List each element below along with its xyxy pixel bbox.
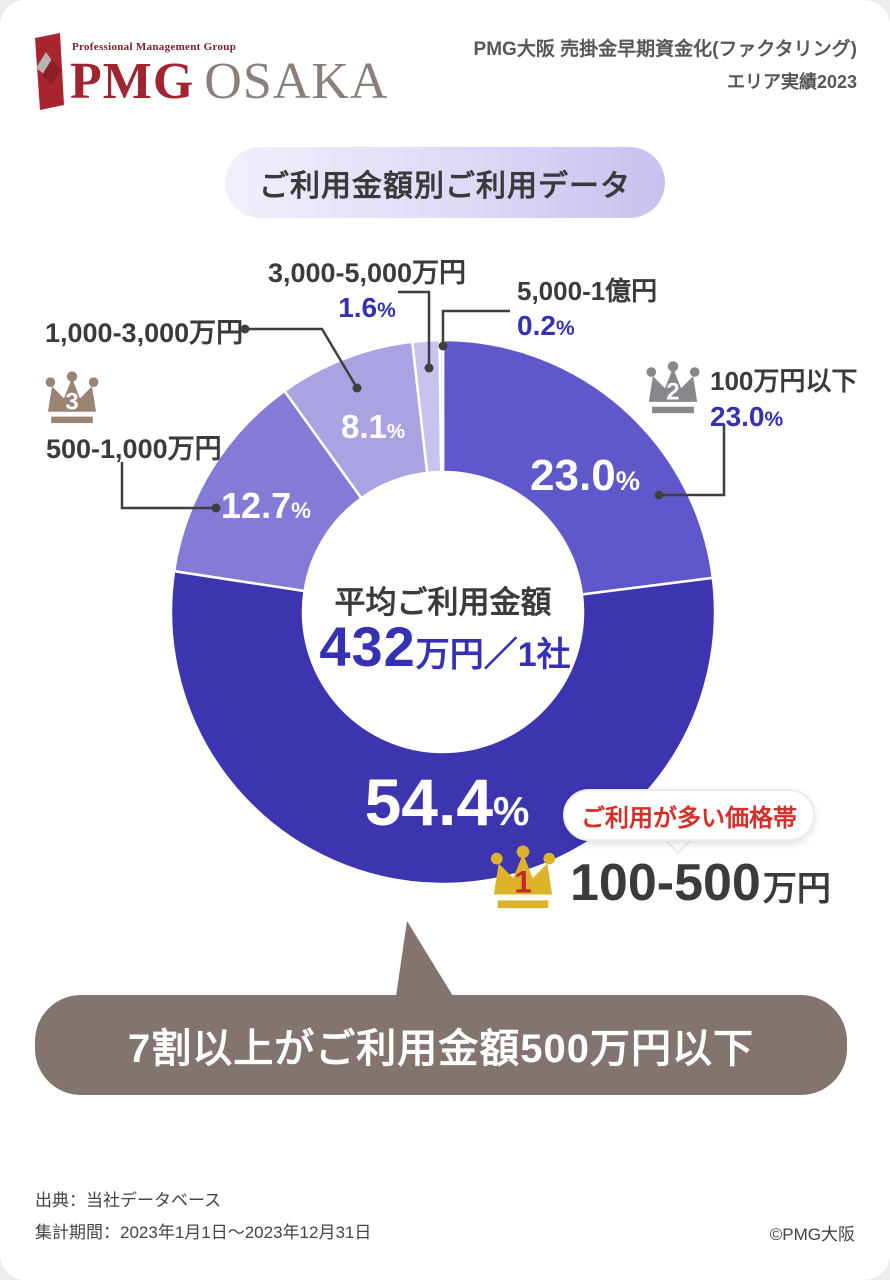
pie-label-23: 23.0% xyxy=(530,451,640,501)
header-title-line1: PMG大阪 売掛金早期資金化(ファクタリング) xyxy=(473,39,857,60)
header-title: PMG大阪 売掛金早期資金化(ファクタリング) エリア実績2023 xyxy=(474,34,857,94)
callout-100man-label: 100万円以下 xyxy=(710,366,858,396)
callout-1000-3000-label: 1,000-3,000万円 xyxy=(45,318,244,348)
percent-value: 0.2 xyxy=(517,310,556,341)
rank1-amount-value: 100-500 xyxy=(570,854,761,912)
percent-sign: % xyxy=(377,299,396,322)
logo-wordmark: PMG OSAKA xyxy=(70,52,388,111)
section-title-pill: ご利用金額別ご利用データ xyxy=(225,147,665,218)
donut-center-caption: 平均ご利用金額 xyxy=(334,585,552,620)
callout-5000-1oku: 5,000-1億円 0.2% xyxy=(517,271,657,342)
callout-3000-5000-label: 3,000-5,000万円 xyxy=(267,258,467,288)
crown-rank3-number: 3 xyxy=(65,388,78,415)
percent-sign: % xyxy=(764,408,784,431)
rank1-amount-unit: 万円 xyxy=(762,870,831,908)
callout-3000-5000-percent: 1.6% xyxy=(268,292,466,324)
summary-banner: 7割以上がご利用金額500万円以下 xyxy=(35,995,847,1095)
percent-sign: % xyxy=(555,317,575,340)
callout-500-1000-label: 500-1,000万円 xyxy=(46,434,222,464)
crown-rank3-icon: 3 xyxy=(45,371,99,423)
pie-label-12-7: 12.7% xyxy=(221,485,311,527)
callout-5000-1oku-label: 5,000-1億円 xyxy=(517,276,658,306)
average-amount-unit: 万円／1社 xyxy=(415,636,571,674)
donut-center-value: 432 万円／1社 xyxy=(319,614,570,679)
rank1-amount: 100-500 万円 xyxy=(570,853,831,913)
header-title-line2: エリア実績2023 xyxy=(726,72,857,92)
banner-tail xyxy=(396,921,453,996)
crown-rank2-icon: 2 xyxy=(646,361,700,414)
callout-3000-5000: 3,000-5,000万円 1.6% xyxy=(268,251,466,324)
percent-value: 23.0 xyxy=(530,451,616,500)
pmg-logo-mark-icon xyxy=(35,33,64,110)
footer-source: 出典：当社データベース xyxy=(35,1191,222,1210)
logo-brand: PMG xyxy=(70,53,195,110)
callout-5000-1oku-percent: 0.2% xyxy=(517,310,657,342)
crown-rank1-icon: 1 xyxy=(490,845,556,909)
percent-value: 54.4 xyxy=(364,765,494,839)
logo-small-text: Professional Management Group xyxy=(72,41,237,53)
top-price-band-bubble: ご利用が多い価格帯 xyxy=(563,789,815,841)
pie-segment-5,000-1億円 xyxy=(438,338,445,474)
percent-value: 23.0 xyxy=(710,401,765,432)
pie-label-54-4: 54.4% xyxy=(365,764,530,840)
percent-value: 12.7 xyxy=(221,485,292,526)
crown-rank1-number: 1 xyxy=(514,865,531,900)
percent-sign: % xyxy=(386,420,406,443)
percent-value: 1.6 xyxy=(338,292,378,323)
callout-100man: 100万円以下 23.0% xyxy=(710,361,857,433)
percent-sign: % xyxy=(291,498,311,523)
average-amount-value: 432 xyxy=(319,615,416,678)
footer-period: 集計期間：2023年1月1日～2023年12月31日 xyxy=(35,1223,372,1242)
percent-sign: % xyxy=(493,788,530,834)
callout-100man-percent: 23.0% xyxy=(710,401,857,433)
pie-segment-3,000-5,000万円 xyxy=(411,338,443,475)
footer-copyright: ©PMG大阪 xyxy=(769,1225,855,1244)
crown-rank2-number: 2 xyxy=(666,378,679,405)
percent-value: 8.1 xyxy=(340,408,387,445)
percent-sign: % xyxy=(615,465,640,496)
logo-region: OSAKA xyxy=(204,53,389,110)
pie-label-8-1: 8.1% xyxy=(341,408,405,446)
